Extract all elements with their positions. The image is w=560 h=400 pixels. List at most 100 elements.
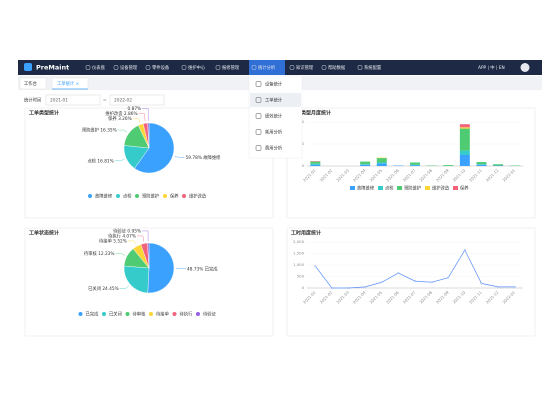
panel-title: 工时用度统计 — [291, 230, 321, 237]
legend-marker — [350, 186, 355, 190]
slice-name: 点检 — [87, 157, 96, 164]
bar-segment — [360, 161, 371, 165]
legend-label: 预防维护 — [142, 193, 159, 200]
legend-label: 故障维修 — [95, 193, 113, 200]
menu-icon — [255, 97, 262, 103]
label-leader — [115, 253, 126, 256]
nav-item[interactable]: 统计分析 — [258, 64, 276, 71]
bar-segment — [459, 124, 470, 128]
pie-slice — [134, 122, 175, 174]
label-leader — [138, 113, 146, 122]
date-input[interactable] — [109, 94, 165, 106]
nav-icon — [321, 65, 327, 70]
nav-item[interactable]: 设备管理 — [120, 64, 138, 71]
date-input[interactable] — [45, 94, 101, 106]
label-leader — [136, 235, 144, 242]
legend-marker — [116, 194, 120, 198]
label-leader — [142, 108, 149, 122]
slice-name: 维护改造 — [105, 110, 123, 117]
nav-item[interactable]: 零件设备 — [152, 64, 170, 71]
legend-label: 已完成 — [86, 311, 100, 318]
nav-item[interactable]: 报修管理 — [222, 64, 240, 71]
slice-name: 待审核 — [84, 250, 98, 257]
date-end[interactable]: 2022-02 — [114, 98, 132, 104]
legend-label: 点检 — [385, 185, 394, 192]
panel-title: 工单状态统计 — [29, 230, 59, 237]
bar-segment — [376, 158, 387, 163]
data-label: 48.73% — [187, 266, 203, 272]
tab-label[interactable]: 工作台 — [24, 80, 37, 87]
bar-segment — [459, 128, 470, 151]
legend-marker — [196, 312, 200, 316]
brand: PreMaint — [36, 64, 69, 72]
bar-segment — [476, 162, 487, 165]
menu-item[interactable]: 绩效统计 — [265, 113, 283, 120]
legend-label: 待执行 — [180, 311, 194, 318]
point — [347, 287, 350, 290]
data-label: 5.52% — [113, 238, 127, 244]
pie-slice — [147, 242, 175, 294]
menu-icon — [255, 145, 262, 151]
y-tick-label: 1,000 — [293, 262, 304, 267]
nav-item[interactable]: 系统配置 — [364, 64, 382, 71]
legend-marker — [163, 194, 167, 198]
bar-segment — [410, 165, 420, 166]
nav-active — [249, 60, 285, 75]
y-tick-label: 2,000 — [293, 239, 304, 244]
data-label: 0.95% — [127, 228, 141, 234]
point — [364, 285, 367, 288]
nav-item[interactable]: 帮助数据 — [328, 64, 346, 71]
pie-slice — [147, 122, 150, 149]
data-label: 24.45% — [102, 286, 118, 292]
nav-item[interactable]: 维护中心 — [188, 64, 206, 71]
menu-icon — [255, 129, 262, 135]
legend-marker — [182, 194, 186, 198]
nav-icon — [181, 65, 187, 70]
legend-marker — [88, 194, 92, 198]
bar-segment — [459, 155, 470, 166]
menu-item[interactable]: 耗用分析 — [265, 129, 283, 136]
legend-label: 待审核 — [133, 311, 147, 318]
legend-label: 待验证 — [203, 311, 217, 318]
bar-segment — [493, 164, 504, 166]
point — [463, 249, 466, 252]
data-label: 12.23% — [98, 251, 114, 257]
tab[interactable] — [19, 77, 47, 90]
label-leader — [174, 156, 185, 158]
y-tick-label: 500 — [297, 274, 305, 279]
legend-label: 保养 — [170, 193, 179, 200]
menu-item[interactable]: 费用分析 — [265, 145, 283, 152]
y-tick-label: 0 — [302, 163, 305, 168]
point — [513, 285, 516, 288]
legend-marker — [425, 186, 430, 190]
nav-icon — [145, 65, 151, 70]
slice-name: 待验证 — [113, 227, 127, 234]
point — [380, 281, 383, 284]
bar-segment — [443, 165, 454, 166]
label-leader — [127, 240, 137, 245]
slice-name: 故障维修 — [203, 154, 221, 161]
legend-marker — [125, 312, 130, 316]
menu-item[interactable]: 工单统计 — [265, 97, 283, 104]
nav-item[interactable]: 知识管理 — [296, 64, 314, 71]
legend-marker — [78, 312, 83, 316]
avatar[interactable] — [520, 63, 530, 72]
tab-label[interactable]: 工单统计 × — [57, 80, 80, 87]
menu-icon — [255, 81, 262, 87]
date-separator: ~ — [103, 99, 107, 104]
point — [447, 276, 450, 279]
nav-item[interactable]: 仪表盘 — [92, 64, 106, 71]
point — [314, 265, 317, 268]
slice-name: 已完成 — [205, 265, 219, 272]
slice-name: 已关闭 — [88, 285, 101, 292]
y-tick-label: 1,500 — [293, 251, 304, 256]
legend-label: 待接单 — [156, 311, 170, 318]
nav-right[interactable]: APP | 中 | EN — [478, 64, 505, 71]
bar-segment — [376, 163, 387, 166]
menu-item[interactable]: 设备统计 — [265, 81, 283, 88]
legend-label: 保养 — [460, 185, 469, 192]
date-start[interactable]: 2021-01 — [50, 98, 68, 104]
bar-segment — [310, 164, 321, 166]
